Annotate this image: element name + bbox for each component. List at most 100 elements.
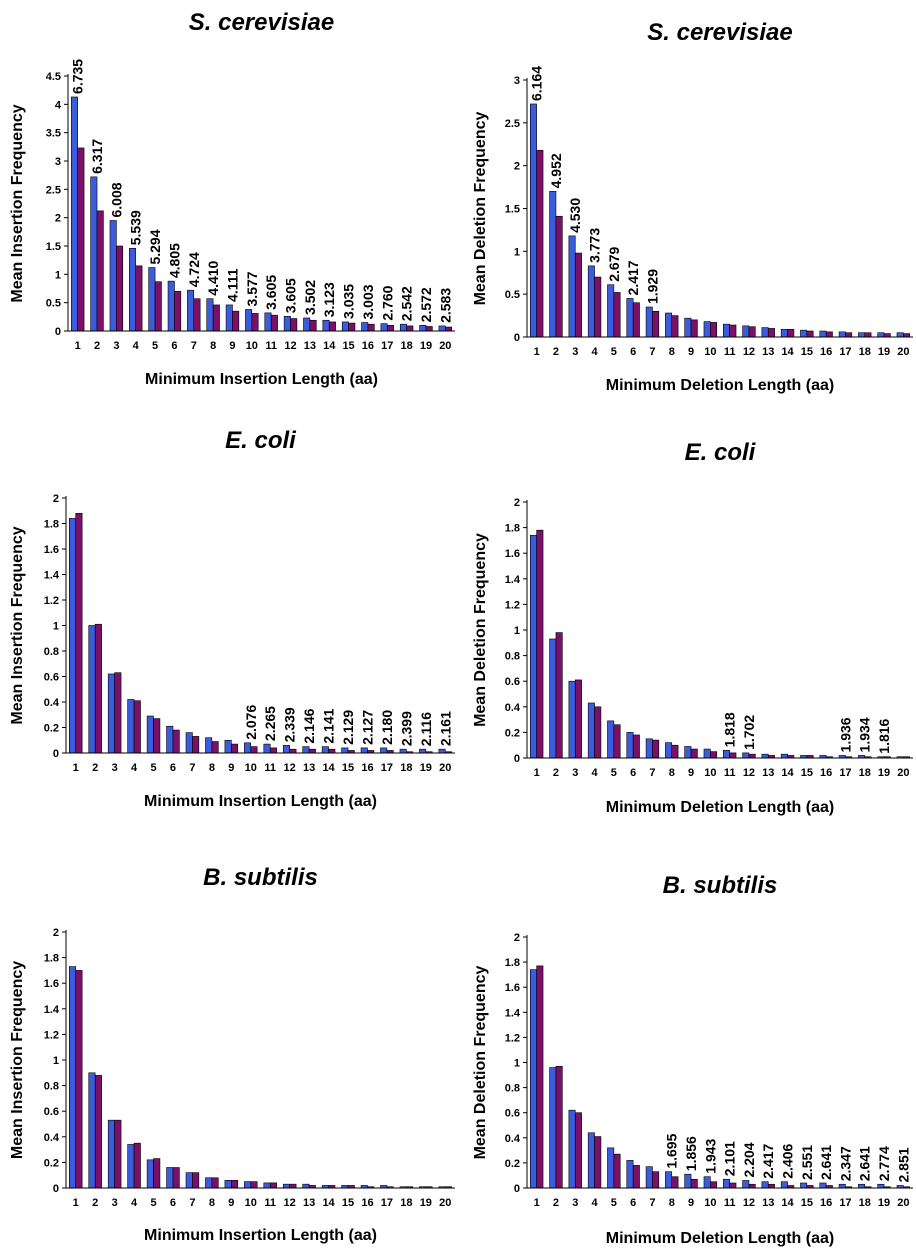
bar-series-a bbox=[665, 742, 673, 759]
y-tick-label: 1.5 bbox=[46, 241, 61, 253]
bar-series-a bbox=[877, 332, 885, 338]
x-tick-label: 7 bbox=[191, 340, 197, 352]
y-tick-label: 1.6 bbox=[44, 978, 59, 990]
y-axis-title: Mean Insertion Frequency bbox=[9, 961, 26, 1159]
bar-series-b bbox=[613, 292, 621, 338]
bar-series-a bbox=[361, 322, 369, 332]
x-tick-label: 7 bbox=[189, 762, 195, 774]
bar-series-a bbox=[780, 753, 788, 759]
bar-series-a bbox=[185, 1172, 193, 1189]
bar-series-a bbox=[626, 732, 634, 759]
x-tick-label: 20 bbox=[897, 1197, 909, 1209]
x-tick-label: 17 bbox=[381, 1197, 393, 1209]
bar-series-a bbox=[568, 235, 576, 338]
data-label: 2.760 bbox=[379, 285, 395, 320]
y-tick-label: 1.8 bbox=[44, 953, 59, 965]
y-axis-title: Mean Insertion Frequency bbox=[9, 104, 26, 302]
data-label: 2.551 bbox=[799, 1145, 815, 1180]
y-tick-label: 1 bbox=[53, 1055, 59, 1067]
bar-series-a bbox=[380, 747, 388, 754]
bar-series-a bbox=[549, 191, 557, 338]
bar-series-b bbox=[308, 748, 316, 754]
bar-series-a bbox=[107, 1119, 115, 1189]
x-tick-label: 11 bbox=[724, 767, 736, 779]
x-tick-label: 12 bbox=[284, 340, 296, 352]
bar-series-b bbox=[211, 741, 219, 754]
x-tick-label: 13 bbox=[303, 762, 315, 774]
bar-series-a bbox=[761, 1181, 769, 1189]
y-tick-label: 1.8 bbox=[44, 519, 59, 531]
x-tick-label: 3 bbox=[572, 346, 578, 358]
bar-series-b bbox=[172, 729, 180, 754]
bar-series-b bbox=[825, 331, 833, 338]
chart-title: E. coli bbox=[685, 439, 757, 466]
x-tick-label: 2 bbox=[553, 1197, 559, 1209]
x-tick-label: 6 bbox=[630, 767, 636, 779]
bar-series-b bbox=[748, 753, 756, 759]
x-tick-label: 15 bbox=[342, 1197, 354, 1209]
bar-series-b bbox=[555, 632, 563, 759]
data-label: 2.679 bbox=[606, 246, 622, 281]
x-tick-label: 11 bbox=[265, 340, 277, 352]
bar-series-a bbox=[127, 699, 135, 754]
data-label: 2.417 bbox=[625, 260, 641, 295]
x-tick-label: 8 bbox=[210, 340, 216, 352]
x-tick-label: 12 bbox=[284, 762, 296, 774]
y-axis-title: Mean Deletion Frequency bbox=[472, 533, 489, 727]
x-tick-label: 19 bbox=[420, 340, 432, 352]
bar-series-b bbox=[232, 310, 240, 332]
data-label: 1.943 bbox=[702, 1138, 718, 1173]
x-tick-label: 13 bbox=[762, 767, 774, 779]
x-tick-label: 15 bbox=[801, 1197, 813, 1209]
bar-series-a bbox=[264, 312, 272, 332]
bar-series-b bbox=[748, 1183, 756, 1189]
bar-series-b bbox=[632, 302, 640, 338]
bar-series-b bbox=[77, 147, 85, 332]
bar-series-b bbox=[192, 736, 200, 754]
x-tick-label: 19 bbox=[420, 1197, 432, 1209]
data-label: 1.702 bbox=[741, 715, 757, 750]
data-label: 2.339 bbox=[282, 707, 298, 742]
bar-series-b bbox=[250, 746, 258, 754]
bar-series-a bbox=[587, 265, 595, 338]
bar-series-a bbox=[703, 748, 711, 759]
bar-series-b bbox=[690, 1178, 698, 1189]
bar-series-a bbox=[896, 332, 904, 338]
bar-series-a bbox=[607, 720, 615, 759]
y-tick-label: 1 bbox=[55, 269, 61, 281]
bar-series-b bbox=[652, 1171, 660, 1189]
x-tick-label: 3 bbox=[112, 1197, 118, 1209]
data-label: 1.818 bbox=[722, 712, 738, 747]
bar-series-a bbox=[282, 1183, 290, 1189]
data-label: 3.035 bbox=[341, 284, 357, 319]
x-tick-label: 11 bbox=[264, 762, 276, 774]
bar-series-b bbox=[536, 529, 544, 759]
x-tick-label: 6 bbox=[630, 1197, 636, 1209]
bar-series-b bbox=[574, 252, 582, 338]
x-tick-label: 18 bbox=[859, 346, 871, 358]
x-tick-label: 10 bbox=[704, 767, 716, 779]
bar-series-a bbox=[549, 1067, 557, 1189]
bar-series-b bbox=[574, 1112, 582, 1189]
bar-series-b bbox=[309, 319, 317, 332]
bar-series-a bbox=[665, 312, 673, 338]
bar-series-a bbox=[549, 638, 557, 759]
bar-series-a bbox=[529, 969, 537, 1189]
x-tick-label: 11 bbox=[264, 1197, 276, 1209]
bar-series-b bbox=[613, 724, 621, 759]
x-tick-label: 7 bbox=[189, 1197, 195, 1209]
x-tick-label: 2 bbox=[553, 346, 559, 358]
x-tick-label: 1 bbox=[534, 1197, 540, 1209]
bar-series-b bbox=[632, 1165, 640, 1189]
x-axis-title: Minimum Insertion Length (aa) bbox=[144, 793, 377, 810]
bar-series-b bbox=[845, 332, 853, 338]
y-tick-label: 2 bbox=[55, 213, 61, 225]
y-tick-label: 1.4 bbox=[505, 574, 521, 586]
y-tick-label: 0.2 bbox=[505, 727, 520, 739]
bar-series-a bbox=[206, 298, 214, 332]
bar-series-b bbox=[211, 1177, 219, 1189]
bar-series-b bbox=[251, 313, 259, 332]
x-axis-title: Minimum Insertion Length (aa) bbox=[145, 371, 378, 388]
x-tick-label: 3 bbox=[113, 340, 119, 352]
bar-series-a bbox=[224, 739, 232, 754]
